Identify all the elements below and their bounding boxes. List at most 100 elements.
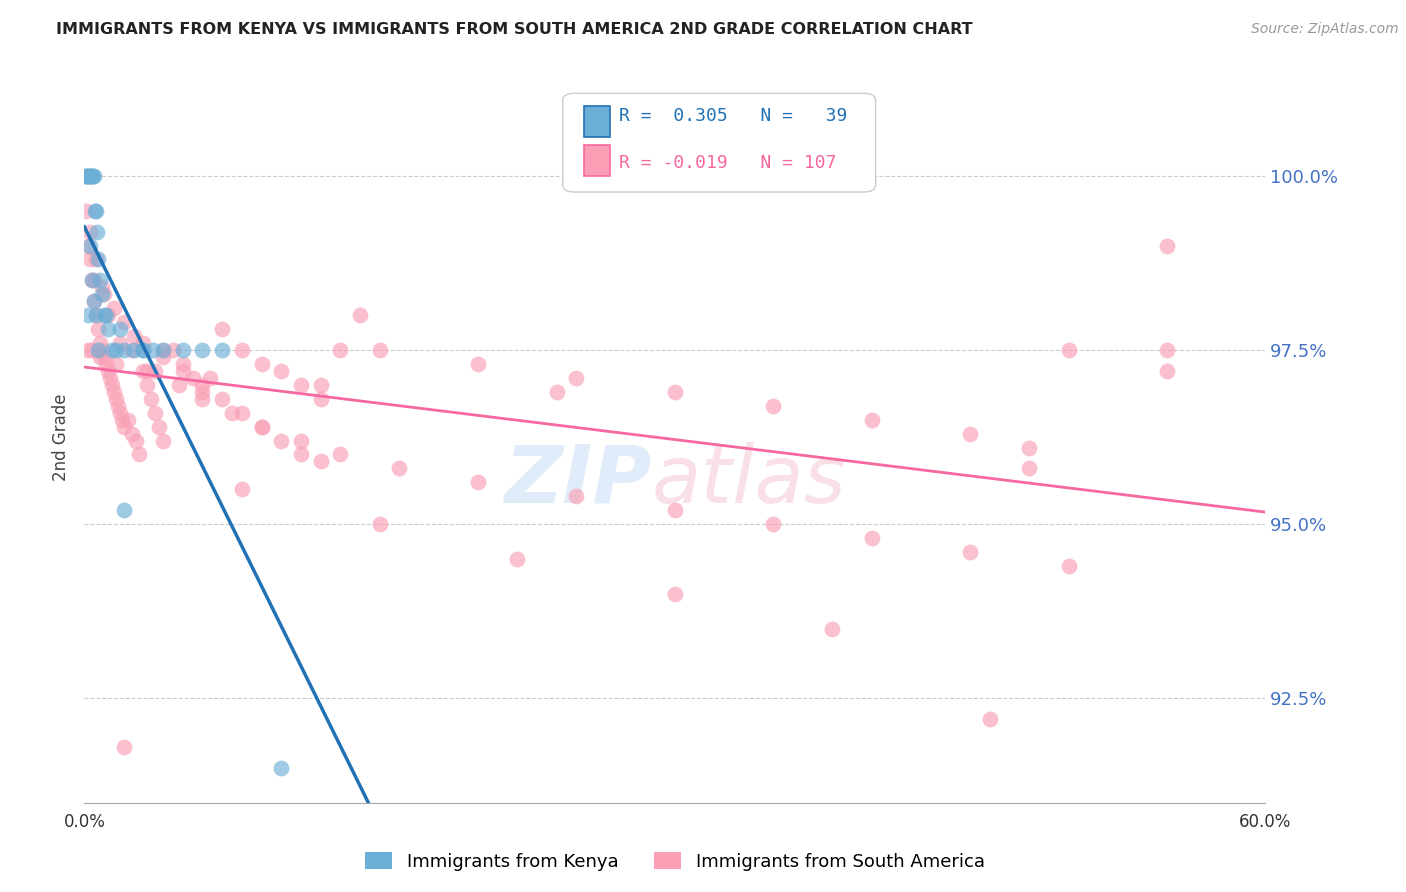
- Point: [172, 343, 194, 357]
- Point: [1156, 364, 1178, 378]
- Point: [112, 343, 135, 357]
- Point: [84, 203, 107, 218]
- Point: [83, 273, 105, 287]
- Point: [94, 357, 117, 371]
- Point: [84, 308, 107, 322]
- Point: [108, 322, 131, 336]
- Point: [152, 343, 174, 357]
- Point: [368, 343, 391, 357]
- Point: [132, 364, 155, 378]
- Point: [84, 203, 107, 218]
- Point: [191, 384, 214, 399]
- Point: [211, 343, 233, 357]
- Point: [97, 308, 120, 322]
- Point: [152, 350, 174, 364]
- Point: [112, 503, 135, 517]
- Point: [79, 169, 101, 183]
- Point: [1057, 343, 1080, 357]
- Point: [77, 169, 100, 183]
- Point: [101, 377, 124, 392]
- Point: [80, 169, 103, 183]
- Point: [107, 399, 129, 413]
- Point: [108, 336, 131, 351]
- Point: [94, 308, 117, 322]
- Point: [467, 357, 489, 371]
- Point: [349, 308, 371, 322]
- Point: [270, 434, 292, 448]
- Point: [1156, 343, 1178, 357]
- Point: [546, 384, 568, 399]
- Point: [1057, 558, 1080, 573]
- Point: [231, 406, 253, 420]
- Y-axis label: 2nd Grade: 2nd Grade: [52, 393, 70, 481]
- Point: [143, 406, 166, 420]
- Point: [231, 483, 253, 497]
- Point: [112, 315, 135, 329]
- Point: [75, 203, 97, 218]
- Point: [93, 287, 115, 301]
- Point: [84, 252, 107, 267]
- Point: [82, 273, 104, 287]
- Point: [200, 371, 222, 385]
- Point: [121, 343, 143, 357]
- Point: [111, 412, 134, 426]
- Point: [128, 448, 150, 462]
- Point: [79, 225, 101, 239]
- Point: [101, 343, 124, 357]
- Point: [231, 343, 253, 357]
- Text: Source: ZipAtlas.com: Source: ZipAtlas.com: [1251, 22, 1399, 37]
- Point: [87, 343, 110, 357]
- Point: [75, 169, 97, 183]
- Point: [84, 308, 107, 322]
- Point: [762, 517, 785, 532]
- Point: [142, 343, 165, 357]
- Point: [132, 336, 155, 351]
- Point: [104, 357, 127, 371]
- Point: [565, 371, 588, 385]
- Point: [368, 517, 391, 532]
- Point: [664, 384, 686, 399]
- Point: [191, 343, 214, 357]
- Point: [664, 503, 686, 517]
- Point: [124, 434, 146, 448]
- Point: [250, 357, 273, 371]
- Point: [87, 252, 110, 267]
- Point: [91, 287, 114, 301]
- Point: [152, 343, 174, 357]
- Point: [329, 343, 352, 357]
- Point: [132, 343, 155, 357]
- Point: [821, 622, 844, 636]
- Point: [82, 169, 104, 183]
- Point: [290, 377, 312, 392]
- Point: [132, 343, 155, 357]
- Point: [77, 308, 100, 322]
- Point: [211, 322, 233, 336]
- Point: [89, 350, 111, 364]
- Point: [91, 343, 114, 357]
- Point: [112, 419, 135, 434]
- Point: [309, 454, 332, 468]
- Point: [172, 364, 194, 378]
- Point: [309, 377, 332, 392]
- Point: [121, 426, 143, 441]
- Point: [117, 412, 139, 426]
- Point: [103, 301, 125, 316]
- Point: [860, 412, 883, 426]
- Point: [506, 552, 529, 566]
- Point: [167, 377, 190, 392]
- Point: [98, 371, 121, 385]
- Point: [309, 392, 332, 406]
- Point: [97, 322, 120, 336]
- Point: [172, 357, 194, 371]
- Point: [82, 273, 104, 287]
- Text: ZIP: ZIP: [503, 442, 651, 520]
- Point: [388, 461, 411, 475]
- Point: [93, 350, 115, 364]
- Point: [77, 238, 100, 252]
- Point: [329, 448, 352, 462]
- Point: [467, 475, 489, 490]
- FancyBboxPatch shape: [583, 106, 610, 137]
- Point: [1018, 441, 1040, 455]
- Point: [290, 434, 312, 448]
- Point: [79, 238, 101, 252]
